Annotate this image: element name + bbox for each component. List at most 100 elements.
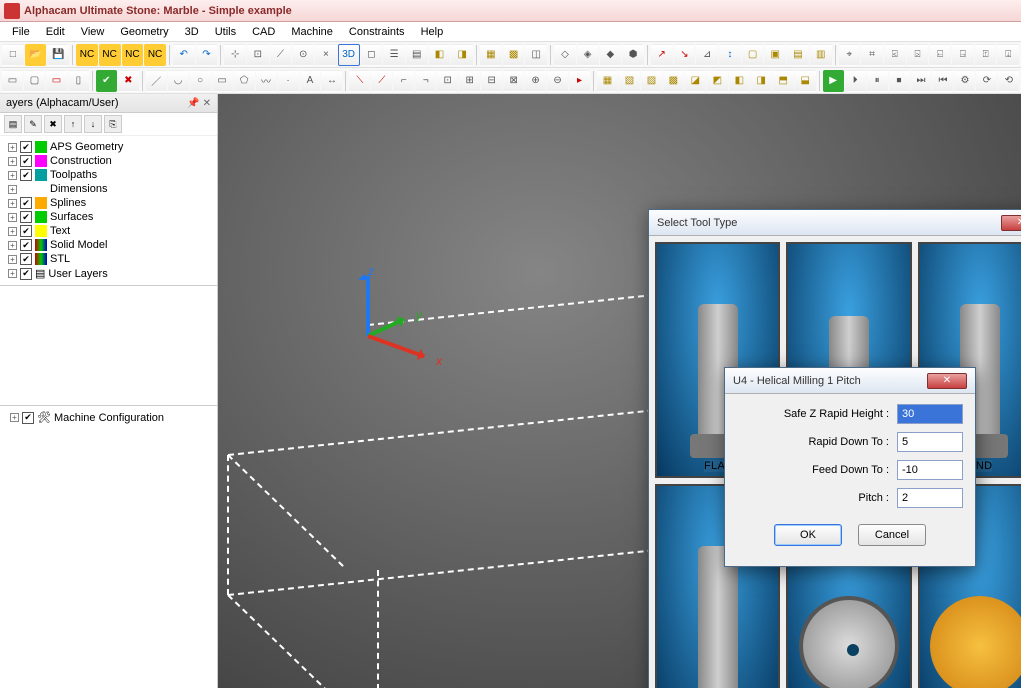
save-icon[interactable]: 💾	[47, 44, 69, 66]
pin-icon[interactable]: 📌 ✕	[187, 98, 211, 109]
edit-icon-6[interactable]: ⊞	[459, 70, 480, 92]
sim-icon-5[interactable]: ⏮	[932, 70, 953, 92]
mach-icon-4[interactable]: ▩	[663, 70, 684, 92]
nc-icon-3[interactable]: NC	[122, 44, 144, 66]
expander-icon[interactable]: +	[8, 185, 17, 194]
sel-icon-3[interactable]: ▭	[46, 70, 67, 92]
layer-row[interactable]: +Dimensions	[2, 182, 215, 196]
draw-poly-icon[interactable]: ⬠	[234, 70, 255, 92]
sim-icon-7[interactable]: ⟲	[998, 70, 1019, 92]
sel-icon-1[interactable]: ▭	[2, 70, 23, 92]
menu-edit[interactable]: Edit	[38, 24, 73, 40]
draw-arc-icon[interactable]: ◡	[168, 70, 189, 92]
run-icon[interactable]: ▶	[823, 70, 844, 92]
menu-constraints[interactable]: Constraints	[341, 24, 413, 40]
close-icon[interactable]: ✕	[1001, 215, 1021, 231]
layer-row[interactable]: +✔Solid Model	[2, 238, 215, 252]
box-icon-2[interactable]: ▣	[764, 44, 786, 66]
box-icon-1[interactable]: ▢	[742, 44, 764, 66]
wire-icon-2[interactable]: ◈	[577, 44, 599, 66]
layer-checkbox[interactable]: ✔	[20, 169, 32, 181]
box-icon-4[interactable]: ▥	[810, 44, 832, 66]
3d-viewport[interactable]: z y x Wo Volu ial e Select Tool Type ✕ F…	[218, 94, 1021, 688]
layer-checkbox[interactable]: ✔	[20, 155, 32, 167]
edit-icon-8[interactable]: ⊠	[503, 70, 524, 92]
misc-icon-5[interactable]: ⍇	[929, 44, 951, 66]
menu-file[interactable]: File	[4, 24, 38, 40]
edit-icon-10[interactable]: ⊖	[547, 70, 568, 92]
expander-icon[interactable]: +	[8, 227, 17, 236]
snap-icon-7[interactable]: ☰	[383, 44, 405, 66]
menu-help[interactable]: Help	[413, 24, 452, 40]
layer-row[interactable]: +✔Surfaces	[2, 210, 215, 224]
draw-point-icon[interactable]: ·	[278, 70, 299, 92]
layer-row[interactable]: +✔Construction	[2, 154, 215, 168]
cancel-icon[interactable]: ✖	[118, 70, 139, 92]
sim-icon-4[interactable]: ⏭	[911, 70, 932, 92]
draw-rect-icon[interactable]: ▭	[212, 70, 233, 92]
expander-icon[interactable]: +	[8, 241, 17, 250]
ok-button[interactable]: OK	[774, 524, 842, 546]
expander-icon[interactable]: +	[8, 213, 17, 222]
expander-icon[interactable]: +	[8, 199, 17, 208]
draw-circle-icon[interactable]: ○	[190, 70, 211, 92]
draw-spline-icon[interactable]: 〰	[256, 70, 277, 92]
expander-icon[interactable]: +	[8, 143, 17, 152]
axis-icon-4[interactable]: ↕	[719, 44, 741, 66]
sim-icon-1[interactable]: ⏵	[845, 70, 866, 92]
edit-icon-2[interactable]: ⟋	[371, 70, 392, 92]
mach-icon-8[interactable]: ◨	[751, 70, 772, 92]
layer-row[interactable]: +✔Toolpaths	[2, 168, 215, 182]
param-input[interactable]	[897, 460, 963, 480]
misc-icon-7[interactable]: ⍐	[975, 44, 997, 66]
config-checkbox[interactable]: ✔	[22, 412, 34, 424]
close-icon[interactable]: ✕	[927, 373, 967, 389]
layer-checkbox[interactable]: ✔	[20, 211, 32, 223]
layer-row[interactable]: +✔STL	[2, 252, 215, 266]
new-icon[interactable]: □	[2, 44, 24, 66]
ptool-4[interactable]: ⎘	[104, 115, 122, 133]
edit-icon-3[interactable]: ⌐	[393, 70, 414, 92]
cube-icon-1[interactable]: ◧	[429, 44, 451, 66]
ptool-3[interactable]: ✖	[44, 115, 62, 133]
edit-icon-1[interactable]: ⟍	[349, 70, 370, 92]
edit-icon-4[interactable]: ¬	[415, 70, 436, 92]
solid-icon-1[interactable]: ▦	[480, 44, 502, 66]
expander-icon[interactable]: +	[8, 255, 17, 264]
expander-icon[interactable]: +	[8, 171, 17, 180]
solid-icon-3[interactable]: ◫	[525, 44, 547, 66]
misc-icon-3[interactable]: ⍃	[884, 44, 906, 66]
wire-icon-4[interactable]: ⬢	[622, 44, 644, 66]
expander-icon[interactable]: +	[10, 413, 19, 422]
axis-icon-3[interactable]: ⊿	[696, 44, 718, 66]
menu-cad[interactable]: CAD	[244, 24, 283, 40]
layer-row[interactable]: +✔Splines	[2, 196, 215, 210]
axis-icon-2[interactable]: ↘	[674, 44, 696, 66]
sel-icon-4[interactable]: ▯	[68, 70, 89, 92]
mach-icon-7[interactable]: ◧	[729, 70, 750, 92]
snap-icon-4[interactable]: ⊙	[292, 44, 314, 66]
expander-icon[interactable]: +	[8, 269, 17, 278]
nc-icon-4[interactable]: NC	[144, 44, 166, 66]
mach-icon-10[interactable]: ⬓	[795, 70, 816, 92]
layer-checkbox[interactable]: ✔	[20, 239, 32, 251]
edit-icon-11[interactable]: ▸	[569, 70, 590, 92]
axis-icon-1[interactable]: ↗	[651, 44, 673, 66]
open-icon[interactable]: 📂	[25, 44, 47, 66]
cancel-button[interactable]: Cancel	[858, 524, 926, 546]
menu-3d[interactable]: 3D	[177, 24, 207, 40]
box-icon-3[interactable]: ▤	[787, 44, 809, 66]
layer-row[interactable]: +✔APS Geometry	[2, 140, 215, 154]
misc-icon-4[interactable]: ⍄	[907, 44, 929, 66]
ptool-down[interactable]: ↓	[84, 115, 102, 133]
layer-checkbox[interactable]: ✔	[20, 197, 32, 209]
nc-icon-2[interactable]: NC	[99, 44, 121, 66]
param-input[interactable]	[897, 404, 963, 424]
layer-icon[interactable]: ▤	[406, 44, 428, 66]
mach-icon-3[interactable]: ▨	[641, 70, 662, 92]
menu-geometry[interactable]: Geometry	[112, 24, 176, 40]
view-3d-icon[interactable]: 3D	[338, 44, 360, 66]
sel-icon-2[interactable]: ▢	[24, 70, 45, 92]
misc-icon-2[interactable]: ⌗	[861, 44, 883, 66]
layer-row[interactable]: +✔Text	[2, 224, 215, 238]
